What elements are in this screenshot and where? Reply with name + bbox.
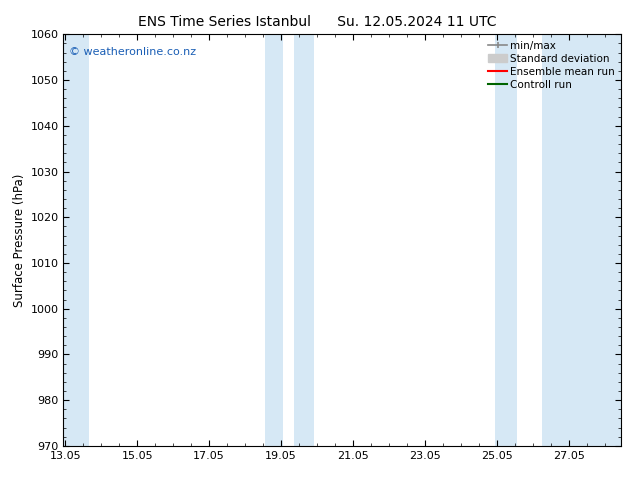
- Bar: [542, 34, 621, 446]
- Text: © weatheronline.co.nz: © weatheronline.co.nz: [69, 47, 196, 57]
- Bar: [63, 34, 89, 446]
- Bar: [495, 34, 517, 446]
- Text: ENS Time Series Istanbul      Su. 12.05.2024 11 UTC: ENS Time Series Istanbul Su. 12.05.2024 …: [138, 15, 496, 29]
- Y-axis label: Surface Pressure (hPa): Surface Pressure (hPa): [13, 173, 26, 307]
- Bar: [265, 34, 283, 446]
- Bar: [294, 34, 314, 446]
- Legend: min/max, Standard deviation, Ensemble mean run, Controll run: min/max, Standard deviation, Ensemble me…: [485, 37, 618, 93]
